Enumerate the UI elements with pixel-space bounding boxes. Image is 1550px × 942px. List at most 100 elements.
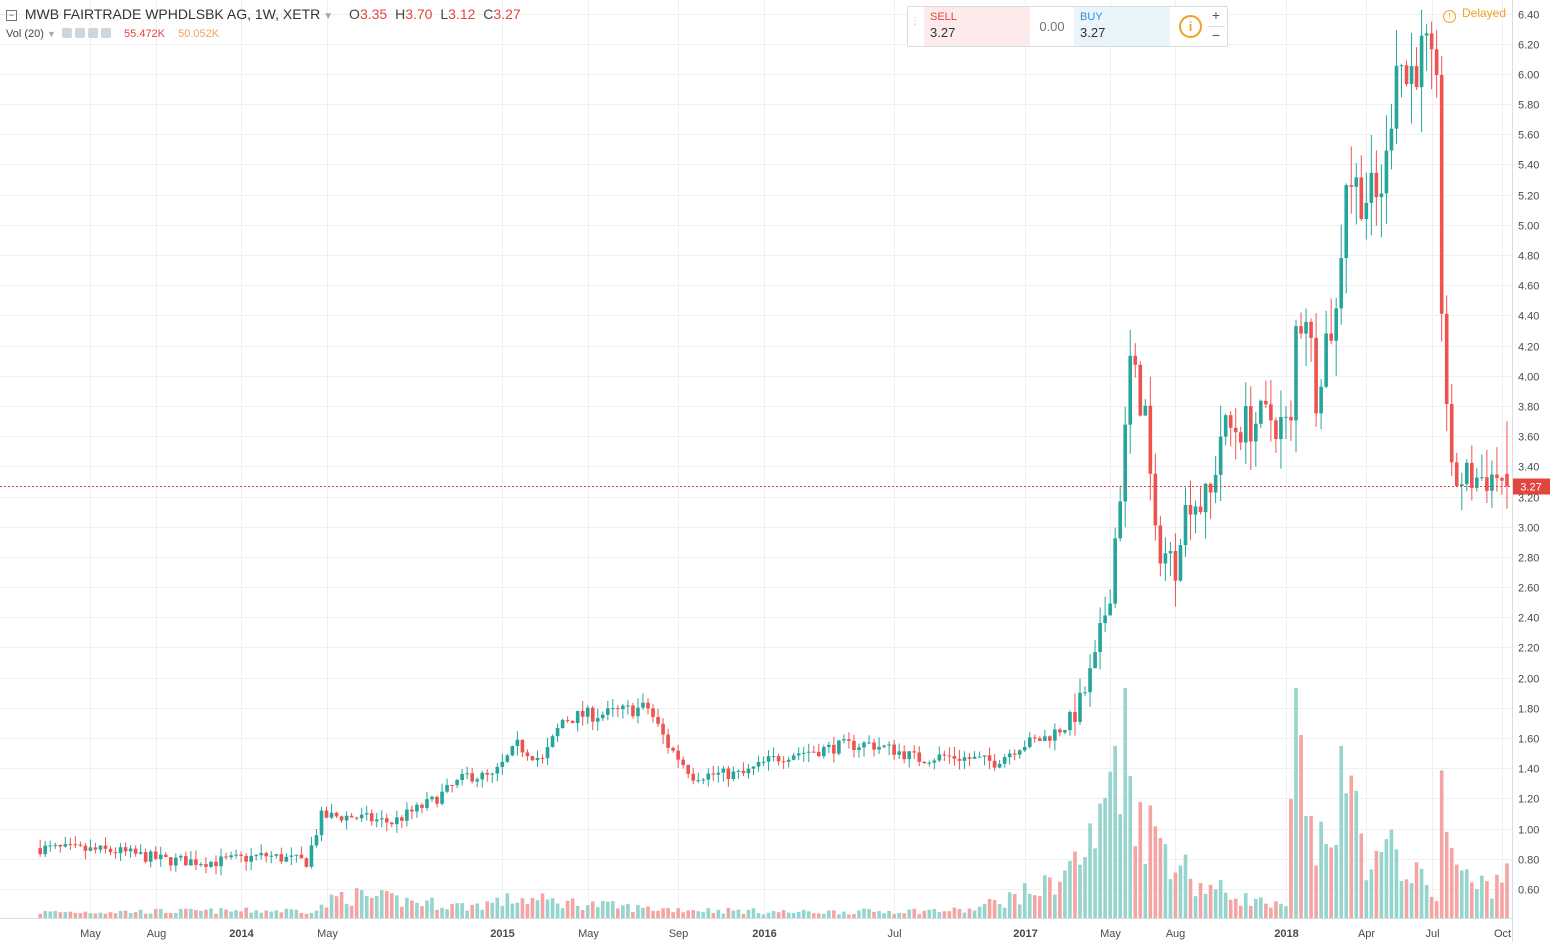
candle-body	[224, 856, 228, 858]
buy-button[interactable]: BUY 3.27	[1074, 7, 1170, 46]
candle-body	[646, 702, 650, 709]
time-tick-label: 2018	[1274, 928, 1298, 940]
delayed-indicator[interactable]: ! Delayed	[1443, 6, 1506, 23]
volume-bar	[490, 902, 495, 918]
volume-bar	[1254, 898, 1258, 918]
candle-body	[1158, 525, 1163, 564]
volume-bar	[837, 914, 841, 918]
volume-bar	[435, 909, 439, 918]
candle-body	[997, 763, 1002, 768]
candle-body	[1168, 551, 1173, 554]
candle-body	[344, 815, 349, 821]
volume-indicator-label[interactable]: Vol (20)	[6, 28, 44, 40]
volume-bar	[1379, 852, 1384, 918]
candle-body	[1118, 501, 1122, 539]
volume-bar	[1027, 893, 1032, 918]
candle-body	[706, 773, 711, 780]
candle-body	[892, 744, 896, 755]
trade-panel: ⋮⋮ SELL 3.27 0.00 BUY 3.27 i + −	[907, 6, 1228, 47]
volume-bar	[1223, 892, 1228, 918]
candle-body	[349, 815, 354, 818]
volume-bar	[1319, 821, 1323, 918]
volume-bar	[1434, 901, 1439, 918]
candle-body	[1454, 462, 1459, 486]
plus-icon[interactable]	[87, 28, 98, 38]
volume-bar	[882, 913, 886, 918]
symbol-title[interactable]: MWB FAIRTRADE WPHDLSBK AG, 1W, XETR	[24, 6, 321, 22]
volume-bar	[369, 897, 374, 918]
volume-bar	[766, 912, 771, 918]
candle-body	[681, 759, 685, 765]
volume-bar	[746, 909, 751, 918]
chevron-down-icon[interactable]: ▼	[323, 11, 334, 22]
gear-icon[interactable]	[74, 28, 85, 38]
candle-body	[425, 799, 429, 808]
candle-body	[1389, 128, 1394, 151]
volume-bar	[716, 909, 721, 918]
quantity-plus-button[interactable]: +	[1207, 7, 1225, 27]
candle-body	[822, 747, 826, 757]
volume-bar	[661, 908, 665, 918]
chevron-down-icon[interactable]: ▼	[46, 29, 56, 39]
volume-bar	[364, 895, 369, 918]
candle-body	[505, 755, 510, 762]
close-icon[interactable]	[100, 28, 111, 38]
candle-body	[857, 747, 861, 750]
time-axis: May Aug 2014 May 2015 May Sep 2016 Jul 2017 May Aug…	[80, 928, 1511, 940]
volume-bar	[540, 893, 545, 918]
price-tick-label: 4.40	[1518, 311, 1539, 323]
time-tick-label: 2016	[752, 928, 776, 940]
candle-body	[174, 857, 178, 866]
volume-bar	[425, 900, 429, 918]
volume-bar	[726, 907, 731, 918]
volume-bar	[194, 910, 198, 918]
volume-bar	[329, 894, 334, 918]
eye-icon[interactable]	[61, 28, 72, 38]
candle-body	[852, 740, 856, 750]
volume-bar	[917, 914, 922, 918]
candle-body	[430, 796, 434, 800]
volume-bar	[897, 912, 901, 918]
candle-body	[696, 780, 701, 782]
volume-bar	[997, 904, 1002, 918]
candle-body	[977, 756, 982, 758]
candle-body	[786, 759, 791, 762]
volume-bar	[1279, 903, 1283, 918]
volume-bar	[495, 897, 500, 918]
open-value: 3.35	[359, 6, 388, 22]
volume-bar	[811, 913, 816, 918]
price-tick-label: 1.80	[1518, 704, 1539, 716]
volume-bar	[259, 912, 264, 918]
volume-bar	[1424, 885, 1429, 918]
candle-body	[575, 711, 580, 724]
candle-body	[515, 739, 520, 747]
volume-bar	[711, 912, 716, 918]
volume-bar	[470, 904, 474, 918]
candle-body	[736, 770, 741, 772]
volume-bar	[1449, 848, 1454, 918]
candle-body	[435, 796, 439, 804]
candle-body	[967, 757, 972, 759]
time-tick-label: 2014	[229, 928, 254, 940]
candle-body	[1073, 711, 1077, 722]
collapse-legend-icon[interactable]: −	[6, 10, 17, 21]
candle-body	[1248, 406, 1253, 442]
volume-bar	[1464, 869, 1469, 918]
volume-bar	[570, 898, 575, 918]
volume-bar	[1334, 844, 1338, 918]
candle-body	[264, 853, 269, 857]
volume-bar	[721, 913, 726, 918]
volume-bar	[1108, 771, 1112, 918]
quantity-minus-button[interactable]: −	[1211, 27, 1221, 43]
time-tick-label: Aug	[147, 928, 167, 940]
drag-handle-icon[interactable]: ⋮⋮	[910, 16, 930, 27]
sell-button[interactable]: SELL 3.27	[924, 7, 1030, 46]
info-icon[interactable]: i	[1179, 15, 1202, 38]
candle-body	[500, 761, 505, 767]
candle-body	[48, 845, 53, 847]
volume-bar	[1269, 907, 1273, 918]
candle-body	[1299, 326, 1303, 334]
volume-bar	[1384, 839, 1389, 918]
volume-bar	[1193, 896, 1198, 918]
